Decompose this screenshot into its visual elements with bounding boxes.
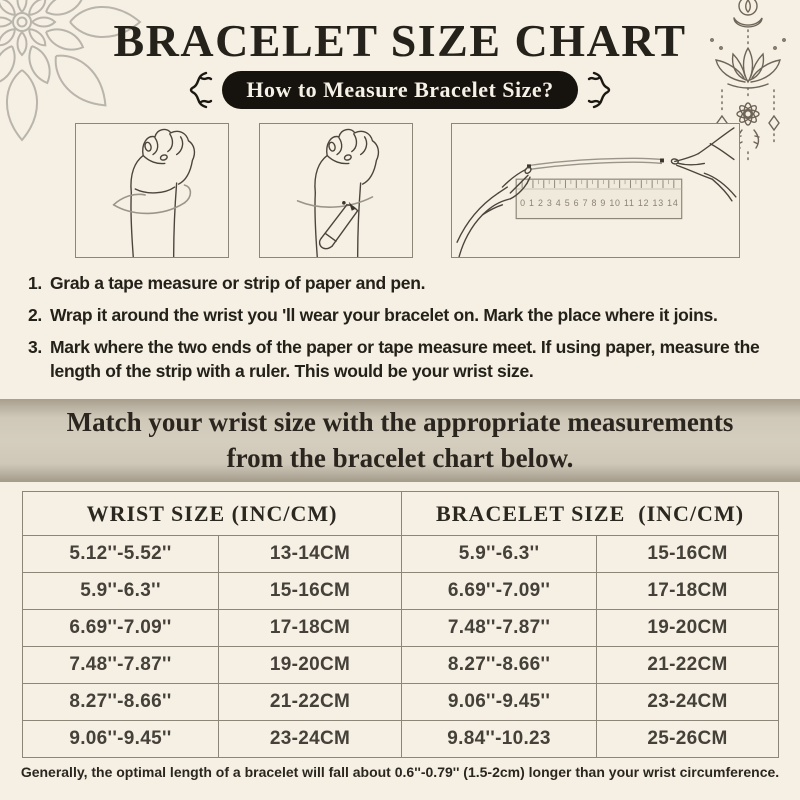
table-cell: 17-18CM [596, 572, 780, 610]
table-cell: 23-24CM [596, 683, 780, 721]
page-title: BRACELET SIZE CHART [113, 15, 687, 66]
table-cell: 21-22CM [596, 646, 780, 684]
table-cell: 25-26CM [596, 720, 780, 758]
instruction-item: 3. Mark where the two ends of the paper … [28, 335, 790, 383]
table-row: 9.06''-9.45'' 23-24CM 9.84''-10.23 25-26CM [22, 720, 780, 758]
table-cell: 7.48''-7.87'' [401, 609, 598, 647]
table-cell: 9.84''-10.23 [401, 720, 598, 758]
instruction-item: 1. Grab a tape measure or strip of paper… [28, 271, 790, 295]
table-header-bracelet: BRACELET SIZE (INC/CM) [401, 491, 780, 536]
banner-line1: Match your wrist size with the appropria… [66, 406, 734, 437]
measure-question-pill: How to Measure Bracelet Size? [222, 71, 578, 109]
table-header-row: WRIST SIZE (INC/CM) BRACELET SIZE (INC/C… [21, 491, 780, 536]
step3-illustration: 0 1 2 3 4 5 6 7 8 9 10 11 12 13 14 [451, 123, 740, 258]
lotus-ornament-icon [710, 0, 786, 165]
ruler-strip-measure-icon: 0 1 2 3 4 5 6 7 8 9 10 11 12 13 14 [456, 127, 737, 257]
mandala-flower-icon [0, 0, 141, 141]
table-row: 5.12''-5.52'' 13-14CM 5.9''-6.3'' 15-16CM [22, 535, 780, 573]
instruction-number: 2. [28, 305, 42, 326]
table-cell: 7.48''-7.87'' [22, 646, 219, 684]
illustration-row: 0 1 2 3 4 5 6 7 8 9 10 11 12 13 14 [75, 123, 740, 258]
table-cell: 5.9''-6.3'' [401, 535, 598, 573]
step1-illustration [75, 123, 229, 258]
instruction-item: 2. Wrap it around the wrist you 'll wear… [28, 303, 790, 327]
table-row: 8.27''-8.66'' 21-22CM 9.06''-9.45'' 23-24CM [22, 683, 780, 721]
step2-illustration [259, 123, 413, 258]
table-row: 5.9''-6.3'' 15-16CM 6.69''-7.09'' 17-18CM [22, 572, 780, 610]
table-header-wrist: WRIST SIZE (INC/CM) [21, 491, 403, 536]
instruction-text: Mark where the two ends of the paper or … [50, 337, 760, 382]
instruction-number: 1. [28, 273, 42, 293]
match-banner: Match your wrist size with the appropria… [0, 399, 800, 482]
table-cell: 21-22CM [217, 683, 403, 721]
table-cell: 8.27''-8.66'' [22, 683, 219, 721]
footer-note: Generally, the optimal length of a brace… [20, 764, 780, 780]
table-cell: 6.69''-7.09'' [22, 609, 219, 647]
table-row: 6.69''-7.09'' 17-18CM 7.48''-7.87'' 19-20CM [22, 609, 780, 647]
hand-pen-mark-icon [296, 128, 380, 257]
table-cell: 19-20CM [596, 609, 780, 647]
ruler-numbers: 0 1 2 3 4 5 6 7 8 9 10 11 12 13 14 [520, 198, 678, 208]
table-cell: 17-18CM [217, 609, 403, 647]
instructions-list: 1. Grab a tape measure or strip of paper… [28, 271, 790, 392]
table-body: 5.12''-5.52'' 13-14CM 5.9''-6.3'' 15-16CM 5.… [22, 535, 780, 758]
table-cell: 6.69''-7.09'' [401, 572, 598, 610]
table-cell: 15-16CM [217, 572, 403, 610]
subtitle-row: How to Measure Bracelet Size? [0, 70, 800, 110]
table-cell: 13-14CM [217, 535, 403, 573]
table-cell: 19-20CM [217, 646, 403, 684]
hand-tape-wrist-icon [112, 128, 196, 257]
table-row: 7.48''-7.87'' 19-20CM 8.27''-8.66'' 21-22CM [22, 646, 780, 684]
size-table: WRIST SIZE (INC/CM) BRACELET SIZE (INC/C… [21, 491, 780, 758]
banner-line2: from the bracelet chart below. [226, 442, 574, 473]
table-cell: 23-24CM [217, 720, 403, 758]
table-cell: 15-16CM [596, 535, 780, 573]
instruction-text: Wrap it around the wrist you 'll wear yo… [50, 305, 718, 326]
table-cell: 5.9''-6.3'' [22, 572, 219, 610]
squiggle-right-icon [587, 71, 610, 109]
instruction-text: Grab a tape measure or strip of paper an… [50, 273, 426, 293]
instruction-number: 3. [28, 337, 42, 358]
table-cell: 8.27''-8.66'' [401, 646, 598, 684]
squiggle-left-icon [190, 71, 213, 109]
table-cell: 5.12''-5.52'' [22, 535, 219, 573]
table-cell: 9.06''-9.45'' [401, 683, 598, 721]
table-cell: 9.06''-9.45'' [22, 720, 219, 758]
